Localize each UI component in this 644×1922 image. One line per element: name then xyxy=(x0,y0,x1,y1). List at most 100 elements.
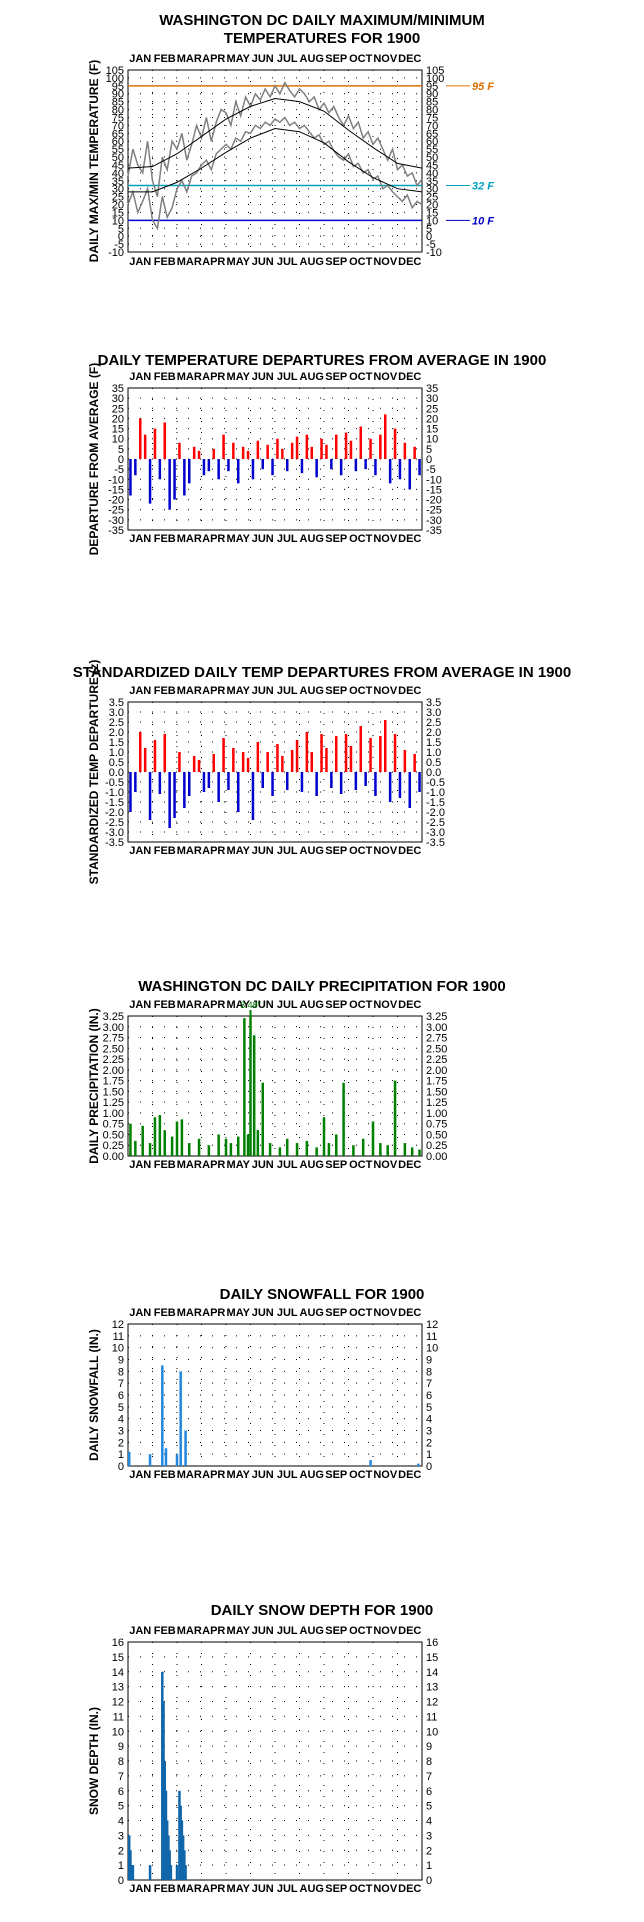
y-tick-label-right: 0.75 xyxy=(426,1119,447,1131)
month-label-top: FEB xyxy=(154,1625,176,1637)
y-tick-label-right: 15 xyxy=(426,1652,438,1664)
month-label-top: MAR xyxy=(177,685,202,697)
y-tick-label-left: -35 xyxy=(108,525,124,537)
y-tick-label-left: 13 xyxy=(112,1682,124,1694)
y-tick-label-right: 1 xyxy=(426,1860,432,1872)
y-tick-label-left: 1 xyxy=(118,1449,124,1461)
y-tick-label-right: 5 xyxy=(426,444,432,456)
month-label-bottom: JAN xyxy=(129,1883,151,1895)
month-label-bottom: MAY xyxy=(227,256,251,268)
month-label-bottom: JUN xyxy=(252,533,274,545)
bar xyxy=(173,772,176,818)
series-line-normal_min xyxy=(128,128,423,193)
bar xyxy=(352,1145,355,1156)
bar xyxy=(148,1865,152,1880)
y-tick-label-right: 90 xyxy=(426,89,438,101)
y-axis-label: SNOW DEPTH (IN.) xyxy=(87,1707,101,1815)
bar xyxy=(418,772,421,792)
bar xyxy=(251,772,255,820)
y-tick-label-left: 0.00 xyxy=(103,1151,124,1163)
y-tick-label-right: 95 xyxy=(426,81,438,93)
y-tick-label-right: 2.25 xyxy=(426,1054,447,1066)
y-tick-label-left: 8 xyxy=(118,1366,124,1378)
month-label-bottom: DEC xyxy=(398,845,421,857)
month-label-top: NOV xyxy=(373,1625,398,1637)
month-label-top: FEB xyxy=(154,371,176,383)
bar xyxy=(129,459,132,496)
y-tick-label-right: 60 xyxy=(426,136,438,148)
bar xyxy=(342,1082,345,1156)
bar xyxy=(408,459,411,490)
y-tick-label-right: 85 xyxy=(426,97,438,109)
y-axis-label: STANDARDIZED TEMP DEPARTURE (z) xyxy=(87,660,101,885)
bar xyxy=(241,446,245,459)
month-label-top: DEC xyxy=(398,53,421,65)
month-label-top: NOV xyxy=(373,53,398,65)
month-label-top: NOV xyxy=(373,371,398,383)
y-tick-label-right: 35 xyxy=(426,176,438,188)
month-label-top: JUL xyxy=(277,1625,298,1637)
y-tick-label-right: 1.25 xyxy=(426,1097,447,1109)
month-label-bottom: NOV xyxy=(373,256,398,268)
y-tick-label-left: 30 xyxy=(112,184,124,196)
chart-title: WASHINGTON DC DAILY PRECIPITATION FOR 19… xyxy=(138,978,506,995)
y-tick-label-left: 105 xyxy=(106,65,124,77)
y-tick-label-right: 3.0 xyxy=(426,707,441,719)
y-tick-label-right: 0.00 xyxy=(426,1151,447,1163)
chart-title-line1: WASHINGTON DC DAILY MAXIMUM/MINIMUM xyxy=(159,12,485,29)
y-tick-label-left: 8 xyxy=(118,1756,124,1768)
bar xyxy=(207,772,211,788)
bar xyxy=(256,440,260,459)
bar xyxy=(371,1121,375,1156)
y-tick-label-left: 35 xyxy=(112,176,124,188)
y-tick-label-left: 25 xyxy=(112,192,124,204)
month-label-bottom: JUL xyxy=(277,533,298,545)
y-tick-label-right: 0 xyxy=(426,454,432,466)
month-label-top: APR xyxy=(202,685,225,697)
y-tick-label-right: 8 xyxy=(426,1366,432,1378)
month-label-bottom: OCT xyxy=(349,256,373,268)
month-label-bottom: MAR xyxy=(177,533,202,545)
y-tick-label-right: 12 xyxy=(426,1697,438,1709)
y-tick-label-left: 12 xyxy=(112,1697,124,1709)
month-label-top: JUN xyxy=(252,1307,274,1319)
y-tick-label-right: 3.25 xyxy=(426,1011,447,1023)
y-tick-label-right: 1.00 xyxy=(426,1108,447,1120)
y-tick-label-right: -3.5 xyxy=(426,837,445,849)
y-tick-label-right: 0 xyxy=(426,231,432,243)
y-tick-label-left: -20 xyxy=(108,495,124,507)
bar xyxy=(295,740,299,772)
bar xyxy=(246,1134,250,1156)
bar xyxy=(131,1865,135,1880)
month-label-top: JUN xyxy=(252,685,274,697)
bar xyxy=(278,1147,282,1156)
bar xyxy=(173,459,176,500)
y-tick-label-right: 2 xyxy=(426,1845,432,1857)
bar xyxy=(164,1448,168,1466)
bar xyxy=(379,434,382,459)
y-tick-label-right: 6 xyxy=(426,1786,432,1798)
month-label-top: MAR xyxy=(177,999,202,1011)
month-label-bottom: JAN xyxy=(129,1469,151,1481)
y-tick-label-left: -10 xyxy=(108,474,124,486)
bar xyxy=(325,748,328,772)
y-tick-label-right: -25 xyxy=(426,505,442,517)
month-label-bottom: FEB xyxy=(154,1469,176,1481)
bar xyxy=(229,1143,233,1156)
bar xyxy=(153,428,157,459)
bar xyxy=(281,756,284,772)
bar xyxy=(148,1143,152,1156)
y-tick-label-left: -5 xyxy=(114,464,124,476)
y-tick-label-left: 40 xyxy=(112,168,124,180)
y-tick-label-left: 1.50 xyxy=(103,1086,124,1098)
month-label-top: APR xyxy=(202,371,225,383)
y-tick-label-left: 70 xyxy=(112,120,124,132)
y-tick-label-left: 1.75 xyxy=(103,1076,124,1088)
y-tick-label-left: -3.0 xyxy=(105,827,124,839)
bar xyxy=(163,1130,166,1156)
y-tick-label-left: -0.5 xyxy=(105,777,124,789)
y-tick-label-right: 4 xyxy=(426,1816,432,1828)
bar xyxy=(320,734,323,772)
y-tick-label-left: 11 xyxy=(113,1711,124,1723)
month-label-top: JUL xyxy=(277,685,298,697)
